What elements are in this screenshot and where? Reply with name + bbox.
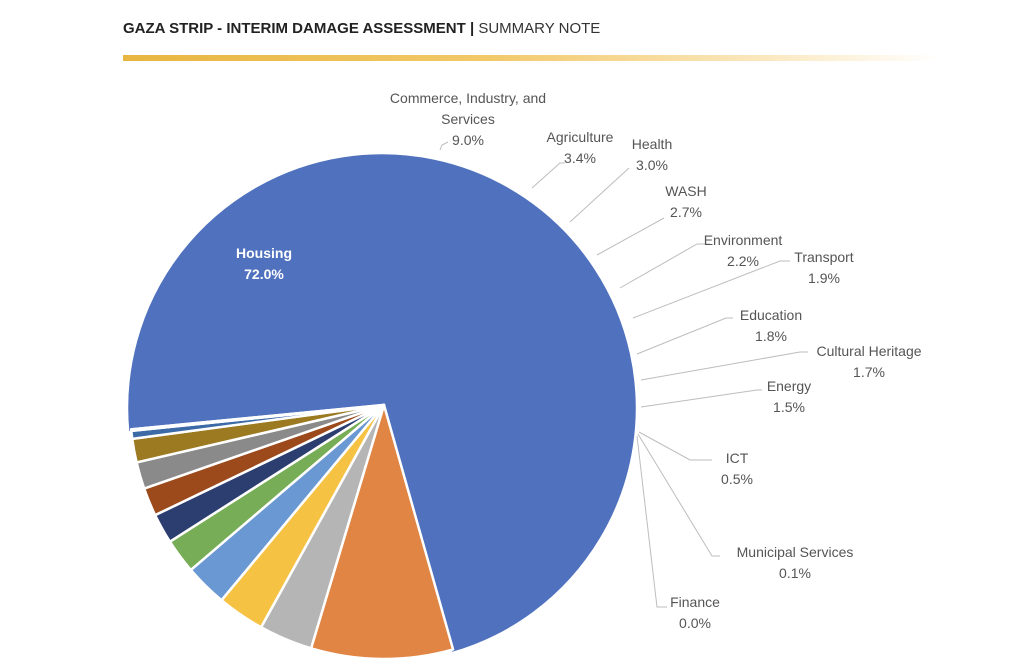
data-label-environment: Environment 2.2% [704,232,783,269]
pie-slice-housing [125,151,639,655]
data-label-commerce-industry-and-services: Commerce, Industry, and Services 9.0% [390,90,546,148]
data-label-finance: Finance 0.0% [670,594,720,631]
data-label-housing: Housing 72.0% [236,245,292,282]
data-label-health: Health 3.0% [632,136,672,173]
data-label-agriculture: Agriculture 3.4% [547,129,614,166]
data-label-municipal-services: Municipal Services 0.1% [737,544,854,581]
data-label-wash: WASH 2.7% [665,183,706,220]
data-label-ict: ICT 0.5% [721,450,753,487]
leader-line-health [569,167,630,223]
leader-line-education [636,317,733,355]
leader-line-municipal-services [637,433,720,557]
pie-slice-finance [129,403,386,431]
page-header: GAZA STRIP - INTERIM DAMAGE ASSESSMENT |… [123,20,600,37]
header-title-bold: GAZA STRIP - INTERIM DAMAGE ASSESSMENT [123,20,466,37]
leader-line-transport [632,260,790,319]
data-label-energy: Energy 1.5% [767,378,811,415]
leader-line-environment [619,243,710,289]
data-label-education: Education 1.8% [740,307,802,344]
leader-line-ict [638,431,712,461]
leader-line-agriculture [531,162,565,189]
header-rule [123,55,938,61]
leader-line-wash [596,217,665,256]
data-label-transport: Transport 1.9% [794,249,854,286]
leader-line-cultural-heritage [640,351,808,381]
header-separator: | [469,20,475,37]
header-title-light: SUMMARY NOTE [478,20,601,37]
leader-line-energy [640,389,762,408]
data-label-cultural-heritage: Cultural Heritage 1.7% [816,343,921,380]
leader-line-finance [636,435,667,608]
leader-line-commerce-industry-and-services [439,141,449,151]
pie-slice-commerce-industry-and-services [309,403,455,661]
